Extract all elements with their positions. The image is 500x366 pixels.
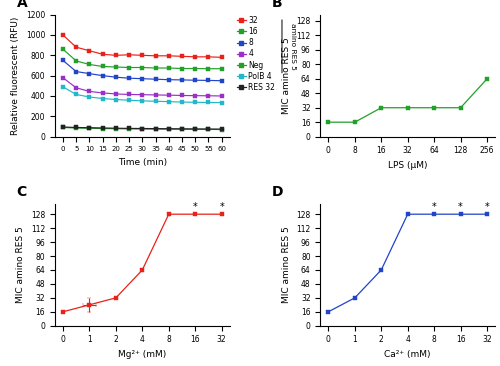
Legend: 32, 16, 8, 4, Neg, PolB 4, RES 32: 32, 16, 8, 4, Neg, PolB 4, RES 32: [237, 16, 275, 92]
Text: B: B: [272, 0, 282, 10]
X-axis label: Ca²⁺ (mM): Ca²⁺ (mM): [384, 350, 431, 359]
Y-axis label: MIC amino RES 5: MIC amino RES 5: [16, 226, 26, 303]
Text: *: *: [484, 202, 490, 212]
Text: *: *: [193, 202, 198, 212]
Text: *: *: [458, 202, 463, 212]
X-axis label: Mg²⁺ (mM): Mg²⁺ (mM): [118, 350, 166, 359]
Text: *: *: [432, 202, 436, 212]
X-axis label: Time (min): Time (min): [118, 158, 167, 167]
Y-axis label: MIC amino RES 5: MIC amino RES 5: [282, 226, 291, 303]
Y-axis label: MIC amino RES 5: MIC amino RES 5: [282, 37, 291, 114]
Text: *: *: [220, 202, 224, 212]
Text: A: A: [16, 0, 28, 10]
Y-axis label: Relative fluorescent (RFU): Relative fluorescent (RFU): [12, 16, 20, 135]
Text: D: D: [272, 186, 283, 199]
Text: C: C: [16, 186, 27, 199]
X-axis label: LPS (µM): LPS (µM): [388, 161, 428, 170]
Text: amino RES 5: amino RES 5: [290, 23, 296, 70]
